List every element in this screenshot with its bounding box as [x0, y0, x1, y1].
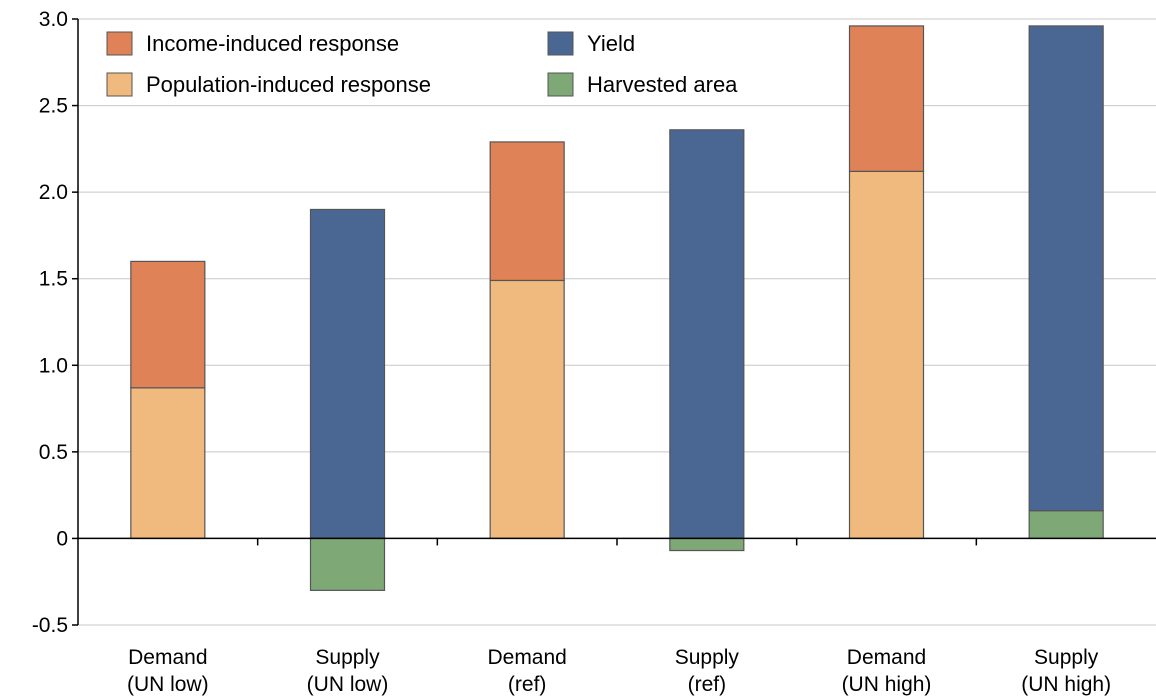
- x-tick-label: Demand: [487, 646, 566, 669]
- bar-segment-population-induced-response: [848, 170, 925, 540]
- gridlines: [78, 18, 1156, 626]
- legend-swatch: [547, 72, 574, 97]
- x-tick-label: Supply: [315, 646, 380, 669]
- legend-label: Harvested area: [587, 72, 738, 97]
- x-tick-label: Demand: [128, 646, 207, 669]
- y-tick-label: 1.0: [39, 354, 68, 377]
- y-axis: -0.5 0 0.5 1.0 1.5 2.0 2.5 3.0: [32, 8, 79, 637]
- bar-segment-income-induced-response: [130, 260, 206, 389]
- bar-segment-population-induced-response: [489, 279, 565, 540]
- x-tick-label: Supply: [675, 646, 740, 669]
- legend: Income-induced response Yield Population-i…: [106, 31, 738, 97]
- x-tick-label: Demand: [847, 646, 926, 669]
- legend-label: Population-induced response: [146, 72, 431, 97]
- x-tick-label: (UN high): [842, 673, 932, 696]
- x-tick-label: Supply: [1034, 646, 1099, 669]
- x-tick-label: (ref): [508, 673, 547, 696]
- bars: [130, 25, 1104, 591]
- bar-segment-income-induced-response: [848, 25, 925, 172]
- legend-label: Income-induced response: [146, 31, 399, 56]
- bar-segment-yield: [309, 208, 386, 540]
- x-axis: Demand (UN low) Supply (UN low) Demand (ref) S…: [78, 537, 1156, 696]
- bar-segment-harvested-area: [669, 537, 745, 552]
- legend-swatch: [106, 72, 133, 97]
- legend-label: Yield: [587, 31, 635, 56]
- legend-swatch: [547, 31, 574, 56]
- y-tick-label: 1.5: [39, 268, 68, 291]
- bar-segment-income-induced-response: [489, 141, 565, 282]
- y-tick-label: -0.5: [32, 614, 68, 637]
- y-tick-label: 2.0: [39, 181, 68, 204]
- y-tick-label: 0.5: [39, 441, 68, 464]
- x-tick-label: (UN low): [127, 673, 209, 696]
- x-tick-label: (ref): [688, 673, 727, 696]
- bar-segment-yield: [1028, 25, 1104, 512]
- y-tick-label: 2.5: [39, 95, 68, 118]
- y-tick-label: 3.0: [39, 8, 68, 31]
- y-tick-label: 0: [56, 527, 68, 550]
- x-tick-label: (UN high): [1021, 673, 1111, 696]
- legend-swatch: [106, 31, 133, 56]
- bar-segment-yield: [669, 129, 745, 540]
- bar-segment-harvested-area: [1028, 510, 1104, 540]
- bar-segment-population-induced-response: [130, 387, 206, 540]
- x-tick-label: (UN low): [307, 673, 389, 696]
- bar-segment-harvested-area: [309, 537, 386, 591]
